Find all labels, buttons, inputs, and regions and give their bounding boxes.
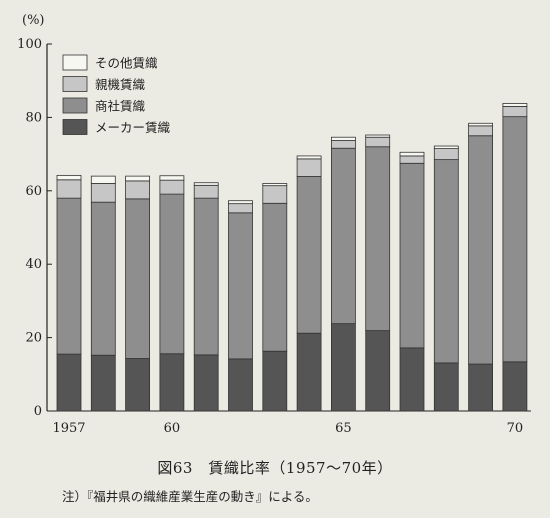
bar-segment-4 [296, 155, 322, 160]
bar-segment-4 [433, 145, 459, 149]
bar-segment-2 [262, 202, 288, 352]
bar-segment-2 [56, 197, 82, 355]
bar-segment-4 [56, 174, 82, 181]
y-tick-label: 20 [25, 331, 42, 346]
bar-segment-1 [228, 358, 253, 412]
figure-caption: 図63 賃織比率（1957〜70年） [157, 459, 393, 477]
bar-segment-3 [365, 136, 391, 148]
bar-segment-3 [399, 155, 425, 164]
bar-segment-3 [330, 140, 356, 149]
y-tick-label: 60 [25, 184, 42, 199]
y-tick-label: 0 [34, 404, 42, 419]
bar-segment-1 [433, 362, 459, 412]
bar-segment-4 [125, 175, 150, 182]
bar-segment-2 [433, 159, 459, 364]
y-tick-label: 40 [25, 257, 42, 272]
bar-segment-2 [159, 193, 185, 355]
y-axis-label: (%) [22, 13, 45, 28]
x-tick-label: 60 [164, 421, 181, 436]
legend-label: 親機賃織 [95, 77, 146, 92]
bar-segment-1 [365, 330, 391, 412]
chart-axes: 0 20 40 60 80 100 (%) 1957 60 65 70 [17, 13, 531, 436]
bar-segment-1 [90, 354, 116, 412]
legend-swatch [62, 76, 88, 92]
bar-segment-1 [159, 353, 185, 412]
bar-segment-1 [125, 358, 150, 412]
bar-segment-1 [330, 323, 356, 412]
bar-segment-1 [502, 361, 528, 412]
bar-segment-3 [433, 148, 459, 161]
bar-segment-4 [193, 182, 219, 186]
bar-segment-2 [502, 116, 528, 363]
bar-segment-3 [90, 183, 116, 203]
chart-bars [56, 103, 528, 412]
bar-segment-4 [365, 134, 391, 138]
legend-swatch [62, 97, 88, 114]
bar-segment-2 [399, 162, 425, 349]
bar-segment-3 [468, 125, 494, 137]
y-tick-label: 80 [25, 110, 42, 125]
bar-segment-4 [228, 200, 253, 205]
bar-segment-4 [159, 175, 185, 181]
bar-segment-3 [228, 203, 253, 214]
bar-segment-4 [502, 103, 528, 107]
y-tick-label: 100 [17, 37, 42, 52]
legend-label: その他賃織 [95, 56, 158, 71]
bar-segment-3 [125, 180, 150, 200]
legend-label: メーカー賃織 [95, 120, 171, 135]
bar-segment-3 [159, 179, 185, 195]
bar-segment-4 [90, 175, 116, 184]
legend-swatch [62, 54, 88, 71]
bar-segment-1 [262, 350, 288, 412]
bar-segment-1 [193, 354, 219, 412]
bar-segment-2 [468, 135, 494, 365]
bar-segment-3 [56, 179, 82, 199]
bar-segment-1 [399, 347, 425, 412]
x-tick-label: 70 [507, 421, 524, 436]
bar-segment-2 [296, 176, 322, 334]
legend-label: 商社賃織 [95, 99, 146, 114]
bar-segment-2 [90, 201, 116, 356]
bar-segment-4 [262, 183, 288, 187]
bar-segment-4 [399, 151, 425, 157]
bar-segment-1 [56, 353, 82, 412]
bar-segment-2 [330, 147, 356, 325]
bar-segment-2 [365, 146, 391, 332]
bar-segment-1 [296, 332, 322, 412]
bar-segment-2 [193, 197, 219, 356]
legend-swatch [62, 119, 88, 135]
bar-segment-2 [125, 198, 150, 359]
bar-segment-3 [502, 105, 528, 118]
x-tick-label: 1957 [52, 421, 85, 436]
bar-segment-4 [468, 122, 494, 127]
bar-segment-3 [296, 158, 322, 177]
bar-segment-4 [330, 136, 356, 141]
bar-segment-1 [468, 363, 494, 412]
source-note: 注）『福井県の織維産業生産の動き』による。 [62, 489, 318, 504]
x-tick-label: 65 [335, 421, 352, 436]
bar-segment-3 [262, 185, 288, 204]
bar-segment-2 [228, 212, 253, 360]
bar-segment-3 [193, 184, 219, 199]
